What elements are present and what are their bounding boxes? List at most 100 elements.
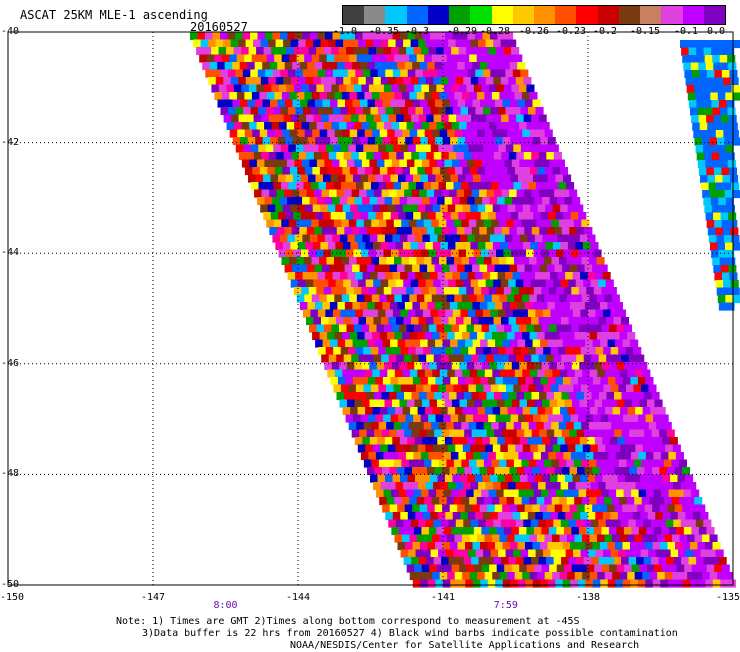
swath-cell (469, 257, 477, 265)
swath-cell (323, 137, 331, 145)
swath-cell (693, 78, 701, 86)
swath-cell (710, 93, 718, 101)
swath-cell (417, 167, 425, 175)
swath-cell (303, 310, 311, 318)
swath-cell (396, 317, 404, 325)
swath-cell (422, 565, 430, 573)
swath-cell (394, 220, 402, 228)
swath-cell (286, 85, 294, 93)
swath-cell (601, 452, 609, 460)
swath-cell (583, 445, 591, 453)
swath-cell (271, 212, 279, 220)
swath-cell (573, 310, 581, 318)
swath-cell (517, 392, 525, 400)
swath-cell (343, 205, 351, 213)
swath-cell (484, 295, 492, 303)
swath-cell (544, 497, 552, 505)
swath-cell (674, 557, 682, 565)
swath-cell (332, 122, 340, 130)
swath-cell (325, 310, 333, 318)
swath-cell (553, 242, 561, 250)
swath-cell (608, 452, 616, 460)
swath-cell (662, 437, 670, 445)
swath-cell (306, 152, 314, 160)
swath-cell (488, 137, 496, 145)
swath-cell (354, 47, 362, 55)
swath-cell (530, 445, 538, 453)
swath-cell (461, 107, 469, 115)
swath-cell (557, 235, 565, 243)
swath-cell (324, 85, 332, 93)
swath-cell (610, 400, 618, 408)
swath-cell (351, 280, 359, 288)
swath-cell (391, 175, 399, 183)
swath-cell (445, 235, 453, 243)
swath-cell (457, 227, 465, 235)
swath-cell (495, 340, 503, 348)
swath-cell (546, 482, 554, 490)
swath-cell (483, 550, 491, 558)
swath-cell (582, 497, 590, 505)
swath-cell (580, 400, 588, 408)
swath-cell (324, 47, 332, 55)
swath-cell (516, 557, 524, 565)
swath-cell (413, 415, 421, 423)
swath-cell (412, 62, 420, 70)
swath-cell (495, 62, 503, 70)
swath-cell (322, 265, 330, 273)
swath-cell (649, 422, 657, 430)
swath-cell (236, 107, 244, 115)
swath-cell (392, 400, 400, 408)
swath-cell (556, 175, 564, 183)
swath-cell (509, 392, 517, 400)
swath-cell (555, 467, 563, 475)
swath-cell (609, 490, 617, 498)
color-bar-tick-label: -0.1 (674, 26, 698, 37)
swath-cell (353, 415, 361, 423)
swath-cell (621, 482, 629, 490)
swath-cell (503, 452, 511, 460)
swath-cell (536, 182, 544, 190)
swath-cell (437, 362, 445, 370)
swath-cell (445, 197, 453, 205)
swath-cell (407, 160, 415, 168)
swath-cell (472, 227, 480, 235)
swath-cell (382, 265, 390, 273)
swath-cell (656, 550, 664, 558)
swath-cell (380, 332, 388, 340)
swath-cell (364, 92, 372, 100)
swath-cell (389, 190, 397, 198)
swath-cell (506, 182, 514, 190)
swath-cell (290, 242, 298, 250)
swath-cell (707, 123, 715, 131)
swath-cell (391, 212, 399, 220)
swath-cell (422, 400, 430, 408)
swath-cell (725, 243, 733, 251)
swath-cell (489, 490, 497, 498)
swath-cell (457, 392, 465, 400)
swath-cell (595, 475, 603, 483)
swath-cell (325, 272, 333, 280)
swath-cell (541, 415, 549, 423)
swath-cell (730, 228, 738, 236)
swath-cell (355, 235, 363, 243)
swath-cell (376, 212, 384, 220)
swath-cell (637, 505, 645, 513)
swath-cell (626, 347, 634, 355)
swath-cell (407, 362, 415, 370)
swath-cell (550, 310, 558, 318)
swath-cell (629, 430, 637, 438)
swath-cell (557, 437, 565, 445)
swath-cell (723, 228, 731, 236)
swath-cell (443, 415, 451, 423)
swath-cell (425, 407, 433, 415)
swath-cell (368, 377, 376, 385)
swath-cell (620, 407, 628, 415)
swath-cell (358, 242, 366, 250)
swath-cell (574, 220, 582, 228)
swath-cell (454, 257, 462, 265)
swath-cell (359, 190, 367, 198)
swath-cell (523, 407, 531, 415)
swath-cell (498, 310, 506, 318)
swath-cell (621, 355, 629, 363)
